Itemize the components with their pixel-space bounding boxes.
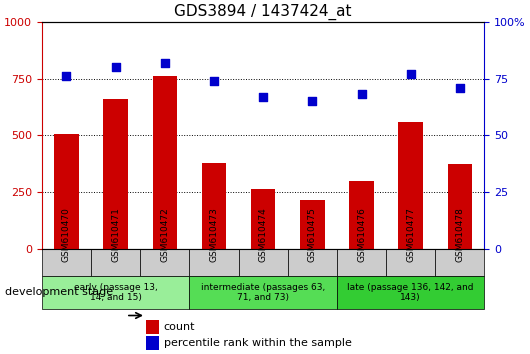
Bar: [251, 189, 276, 249]
Text: GSM610472: GSM610472: [161, 207, 169, 262]
Text: GSM610476: GSM610476: [357, 207, 366, 262]
Point: [161, 60, 169, 65]
Bar: [153, 76, 177, 249]
Bar: [54, 134, 79, 249]
Bar: [146, 336, 159, 350]
FancyBboxPatch shape: [386, 249, 435, 276]
Point: [111, 64, 120, 70]
Text: GSM610470: GSM610470: [62, 207, 71, 262]
Bar: [202, 162, 226, 249]
Text: GSM610473: GSM610473: [209, 207, 218, 262]
Text: percentile rank within the sample: percentile rank within the sample: [164, 338, 351, 348]
Point: [259, 94, 268, 99]
Text: GSM610471: GSM610471: [111, 207, 120, 262]
Point: [308, 98, 316, 104]
Bar: [349, 181, 374, 249]
FancyBboxPatch shape: [238, 249, 288, 276]
Text: GSM610478: GSM610478: [455, 207, 464, 262]
Point: [62, 73, 70, 79]
Text: intermediate (passages 63,
71, and 73): intermediate (passages 63, 71, and 73): [201, 283, 325, 302]
FancyBboxPatch shape: [189, 276, 337, 309]
FancyBboxPatch shape: [42, 276, 189, 309]
Point: [357, 92, 366, 97]
FancyBboxPatch shape: [189, 249, 238, 276]
Title: GDS3894 / 1437424_at: GDS3894 / 1437424_at: [174, 4, 352, 21]
Bar: [300, 200, 325, 249]
Text: GSM610477: GSM610477: [406, 207, 415, 262]
Text: early (passage 13,
14, and 15): early (passage 13, 14, and 15): [74, 283, 157, 302]
Text: GSM610474: GSM610474: [259, 207, 268, 262]
Bar: [399, 122, 423, 249]
FancyBboxPatch shape: [288, 249, 337, 276]
FancyBboxPatch shape: [337, 249, 386, 276]
Point: [407, 71, 415, 77]
Bar: [103, 99, 128, 249]
Point: [210, 78, 218, 84]
FancyBboxPatch shape: [91, 249, 140, 276]
Text: count: count: [164, 322, 195, 332]
Text: late (passage 136, 142, and
143): late (passage 136, 142, and 143): [348, 283, 474, 302]
Point: [456, 85, 464, 90]
Bar: [448, 164, 472, 249]
FancyBboxPatch shape: [42, 249, 91, 276]
Bar: [146, 320, 159, 334]
FancyBboxPatch shape: [140, 249, 189, 276]
Text: development stage: development stage: [5, 287, 113, 297]
FancyBboxPatch shape: [435, 249, 484, 276]
Text: GSM610475: GSM610475: [308, 207, 317, 262]
FancyBboxPatch shape: [337, 276, 484, 309]
